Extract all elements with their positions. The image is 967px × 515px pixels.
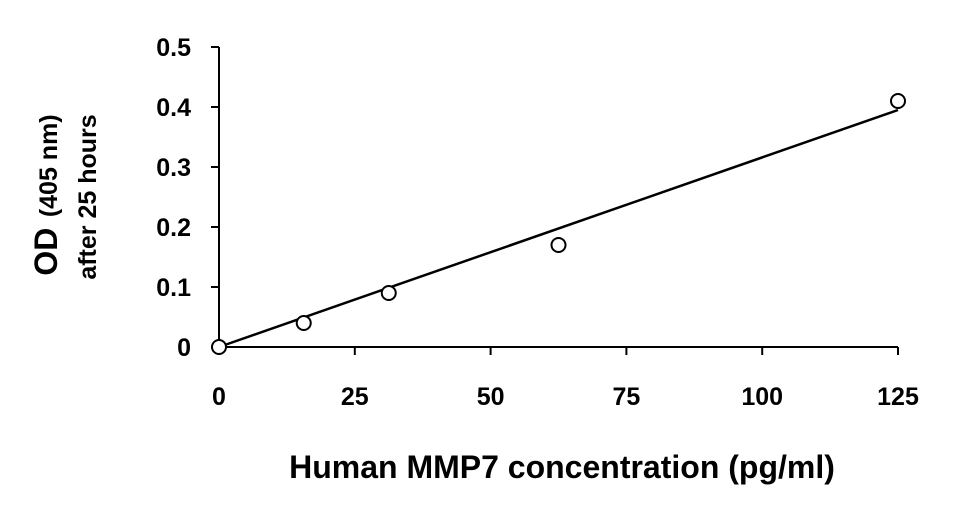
axes xyxy=(211,46,899,355)
y-axis-title-main: OD xyxy=(28,228,64,276)
tick-labels: 0 0.1 0.2 0.3 0.4 0.5 0 25 50 75 100 125 xyxy=(156,34,919,411)
y-axis-title-unit: (405 nm) xyxy=(35,114,63,217)
y-tick-label: 0.2 xyxy=(156,214,191,242)
y-axis-title-line2: after 25 hours xyxy=(74,114,102,279)
svg-text:OD (405 nm): OD (405 nm) xyxy=(28,114,64,275)
y-tick-label: 0.3 xyxy=(156,154,191,182)
x-tick-label: 0 xyxy=(212,383,226,411)
y-tick-label: 0.5 xyxy=(156,34,191,62)
x-axis-title: Human MMP7 concentration (pg/ml) xyxy=(289,449,835,485)
data-point xyxy=(550,237,567,253)
y-tick-label: 0 xyxy=(177,334,191,362)
y-axis-title: OD (405 nm) xyxy=(28,114,64,275)
y-axis-title-line2-group: after 25 hours xyxy=(74,114,102,279)
x-tick-label: 125 xyxy=(877,383,919,411)
trendline xyxy=(218,108,899,349)
x-tick-label: 50 xyxy=(477,383,505,411)
data-point xyxy=(295,315,312,331)
data-point xyxy=(890,93,906,109)
x-tick-label: 75 xyxy=(612,383,640,411)
data-point xyxy=(211,339,227,355)
data-points xyxy=(211,93,906,355)
data-point xyxy=(380,285,397,301)
x-tick-label: 25 xyxy=(341,383,369,411)
x-tick-label: 100 xyxy=(741,383,783,411)
y-tick-label: 0.1 xyxy=(156,274,191,302)
trendline-group xyxy=(218,108,899,349)
y-tick-label: 0.4 xyxy=(156,94,191,122)
